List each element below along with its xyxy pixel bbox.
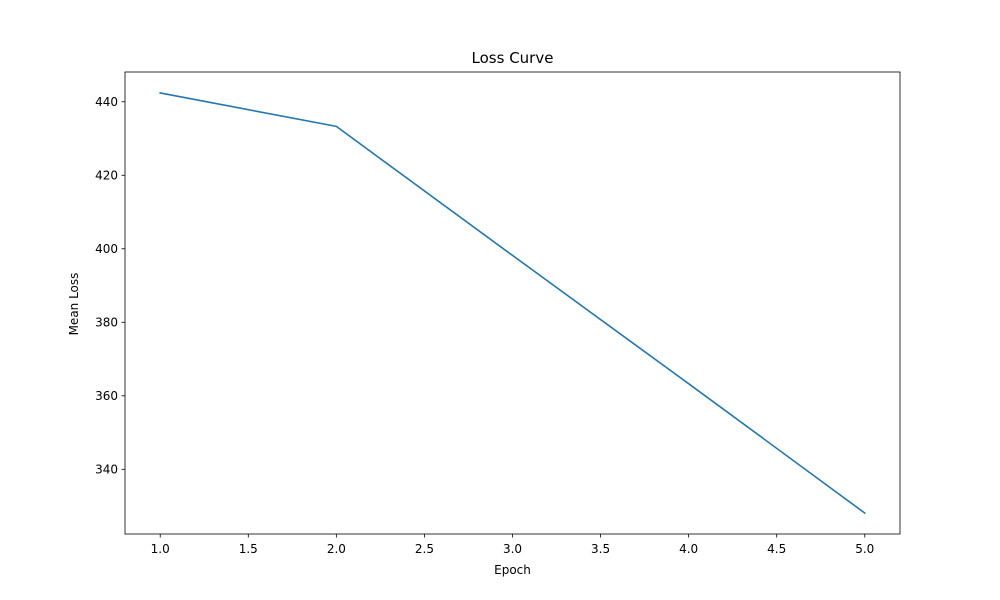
x-axis-ticks: 1.0 1.5 2.0 2.5 3.0 3.5 4.0 4.5 5.0 xyxy=(151,534,874,556)
x-axis-label: Epoch xyxy=(494,563,531,577)
x-tick-label: 3.0 xyxy=(503,542,522,556)
plot-series-group xyxy=(159,92,866,515)
x-tick-label: 3.5 xyxy=(591,542,610,556)
x-tick-label: 2.0 xyxy=(327,542,346,556)
x-tick-label: 1.0 xyxy=(151,542,170,556)
y-tick-label: 380 xyxy=(95,315,118,329)
x-tick-label: 2.5 xyxy=(415,542,434,556)
x-tick-label: 5.0 xyxy=(855,542,874,556)
y-tick-label: 400 xyxy=(95,242,118,256)
y-axis-ticks: 340 360 380 400 420 440 xyxy=(95,95,125,476)
y-tick-label: 440 xyxy=(95,95,118,109)
plot-frame xyxy=(124,71,901,535)
y-tick-label: 420 xyxy=(95,168,118,182)
y-axis-label: Mean Loss xyxy=(67,273,81,336)
chart-title: Loss Curve xyxy=(472,49,554,67)
y-tick-label: 340 xyxy=(95,462,118,476)
x-tick-label: 4.0 xyxy=(679,542,698,556)
x-tick-label: 4.5 xyxy=(767,542,786,556)
loss-series-line xyxy=(159,92,866,515)
x-tick-label: 1.5 xyxy=(239,542,258,556)
y-tick-label: 360 xyxy=(95,389,118,403)
